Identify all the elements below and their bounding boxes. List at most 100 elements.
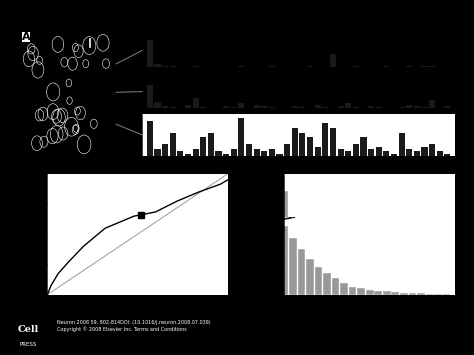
Bar <box>231 107 237 108</box>
Bar <box>345 103 351 108</box>
Bar <box>281 191 288 355</box>
Bar <box>406 66 412 67</box>
Text: C: C <box>237 172 245 182</box>
Bar <box>185 105 191 108</box>
Bar <box>399 132 405 156</box>
Bar <box>208 132 214 156</box>
Bar <box>307 137 313 156</box>
Bar <box>368 149 374 156</box>
Bar <box>261 152 267 156</box>
Bar <box>216 152 221 156</box>
Bar <box>406 149 412 156</box>
Y-axis label: Number of hits: Number of hits <box>7 206 16 263</box>
Text: PRESS: PRESS <box>20 342 37 347</box>
Bar <box>376 107 382 108</box>
Bar <box>444 154 450 156</box>
Bar <box>332 278 339 295</box>
Bar <box>170 107 176 108</box>
Bar <box>254 149 260 156</box>
Bar <box>421 107 428 108</box>
Bar <box>177 152 183 156</box>
Bar <box>383 66 390 67</box>
Bar <box>162 144 168 156</box>
Bar <box>337 149 344 156</box>
Bar <box>322 123 328 156</box>
Bar <box>223 106 229 108</box>
Bar <box>292 106 298 108</box>
Bar <box>155 64 161 67</box>
Bar <box>429 66 435 67</box>
Bar <box>349 286 356 295</box>
Bar <box>426 294 433 295</box>
Bar <box>429 144 435 156</box>
Bar <box>360 137 366 156</box>
Bar <box>421 66 428 67</box>
Bar <box>409 293 416 295</box>
Bar <box>254 105 260 108</box>
Bar <box>434 294 442 295</box>
Bar <box>298 249 305 295</box>
Bar <box>315 147 321 156</box>
Bar <box>322 107 328 108</box>
Bar <box>421 147 428 156</box>
Bar <box>276 154 283 156</box>
Bar <box>269 107 275 108</box>
Bar <box>238 103 245 108</box>
Bar <box>315 105 321 108</box>
Bar <box>374 291 382 295</box>
Text: Figure 5: Figure 5 <box>210 14 264 27</box>
Bar <box>357 288 365 295</box>
Bar <box>307 66 313 67</box>
Bar <box>400 293 408 295</box>
Bar <box>238 66 245 67</box>
Bar <box>147 121 153 156</box>
Bar <box>368 105 374 108</box>
Bar <box>414 152 420 156</box>
Bar <box>353 107 359 108</box>
Bar <box>261 105 267 108</box>
Bar <box>306 259 314 295</box>
X-axis label: Number of effective odors: Number of effective odors <box>320 314 419 323</box>
Bar <box>289 238 297 295</box>
Y-axis label: Fraction of glomeruli (%): Fraction of glomeruli (%) <box>263 212 270 299</box>
Bar <box>162 106 168 108</box>
Bar <box>345 152 351 156</box>
Bar <box>337 106 344 108</box>
Bar <box>170 66 176 67</box>
Bar <box>444 106 450 108</box>
Bar <box>353 66 359 67</box>
Bar <box>323 273 331 295</box>
Bar <box>300 107 305 108</box>
Bar <box>383 152 390 156</box>
X-axis label: Number of false alarms: Number of false alarms <box>92 314 182 323</box>
Text: Copyright © 2008 Elsevier Inc. Terms and Conditions: Copyright © 2008 Elsevier Inc. Terms and… <box>57 326 187 332</box>
Bar <box>443 294 450 295</box>
Bar <box>284 144 290 156</box>
Bar <box>340 283 348 295</box>
Text: Cell: Cell <box>18 324 39 334</box>
Bar <box>200 107 206 108</box>
Bar <box>417 293 425 295</box>
Y-axis label: Response: Response <box>109 116 118 153</box>
Bar <box>429 100 435 108</box>
Bar <box>246 144 252 156</box>
Bar <box>147 85 153 108</box>
Bar <box>353 144 359 156</box>
Bar <box>406 105 412 108</box>
Bar <box>192 98 199 108</box>
Bar <box>399 107 405 108</box>
Bar <box>185 154 191 156</box>
Bar <box>192 149 199 156</box>
Bar <box>231 149 237 156</box>
Bar <box>223 154 229 156</box>
Bar <box>281 226 288 295</box>
Bar <box>391 154 397 156</box>
Bar <box>292 128 298 156</box>
Bar <box>192 66 199 67</box>
Bar <box>238 118 245 156</box>
Bar <box>330 128 336 156</box>
Bar <box>376 147 382 156</box>
Bar <box>269 66 275 67</box>
Bar <box>330 54 336 67</box>
Bar <box>147 40 153 67</box>
